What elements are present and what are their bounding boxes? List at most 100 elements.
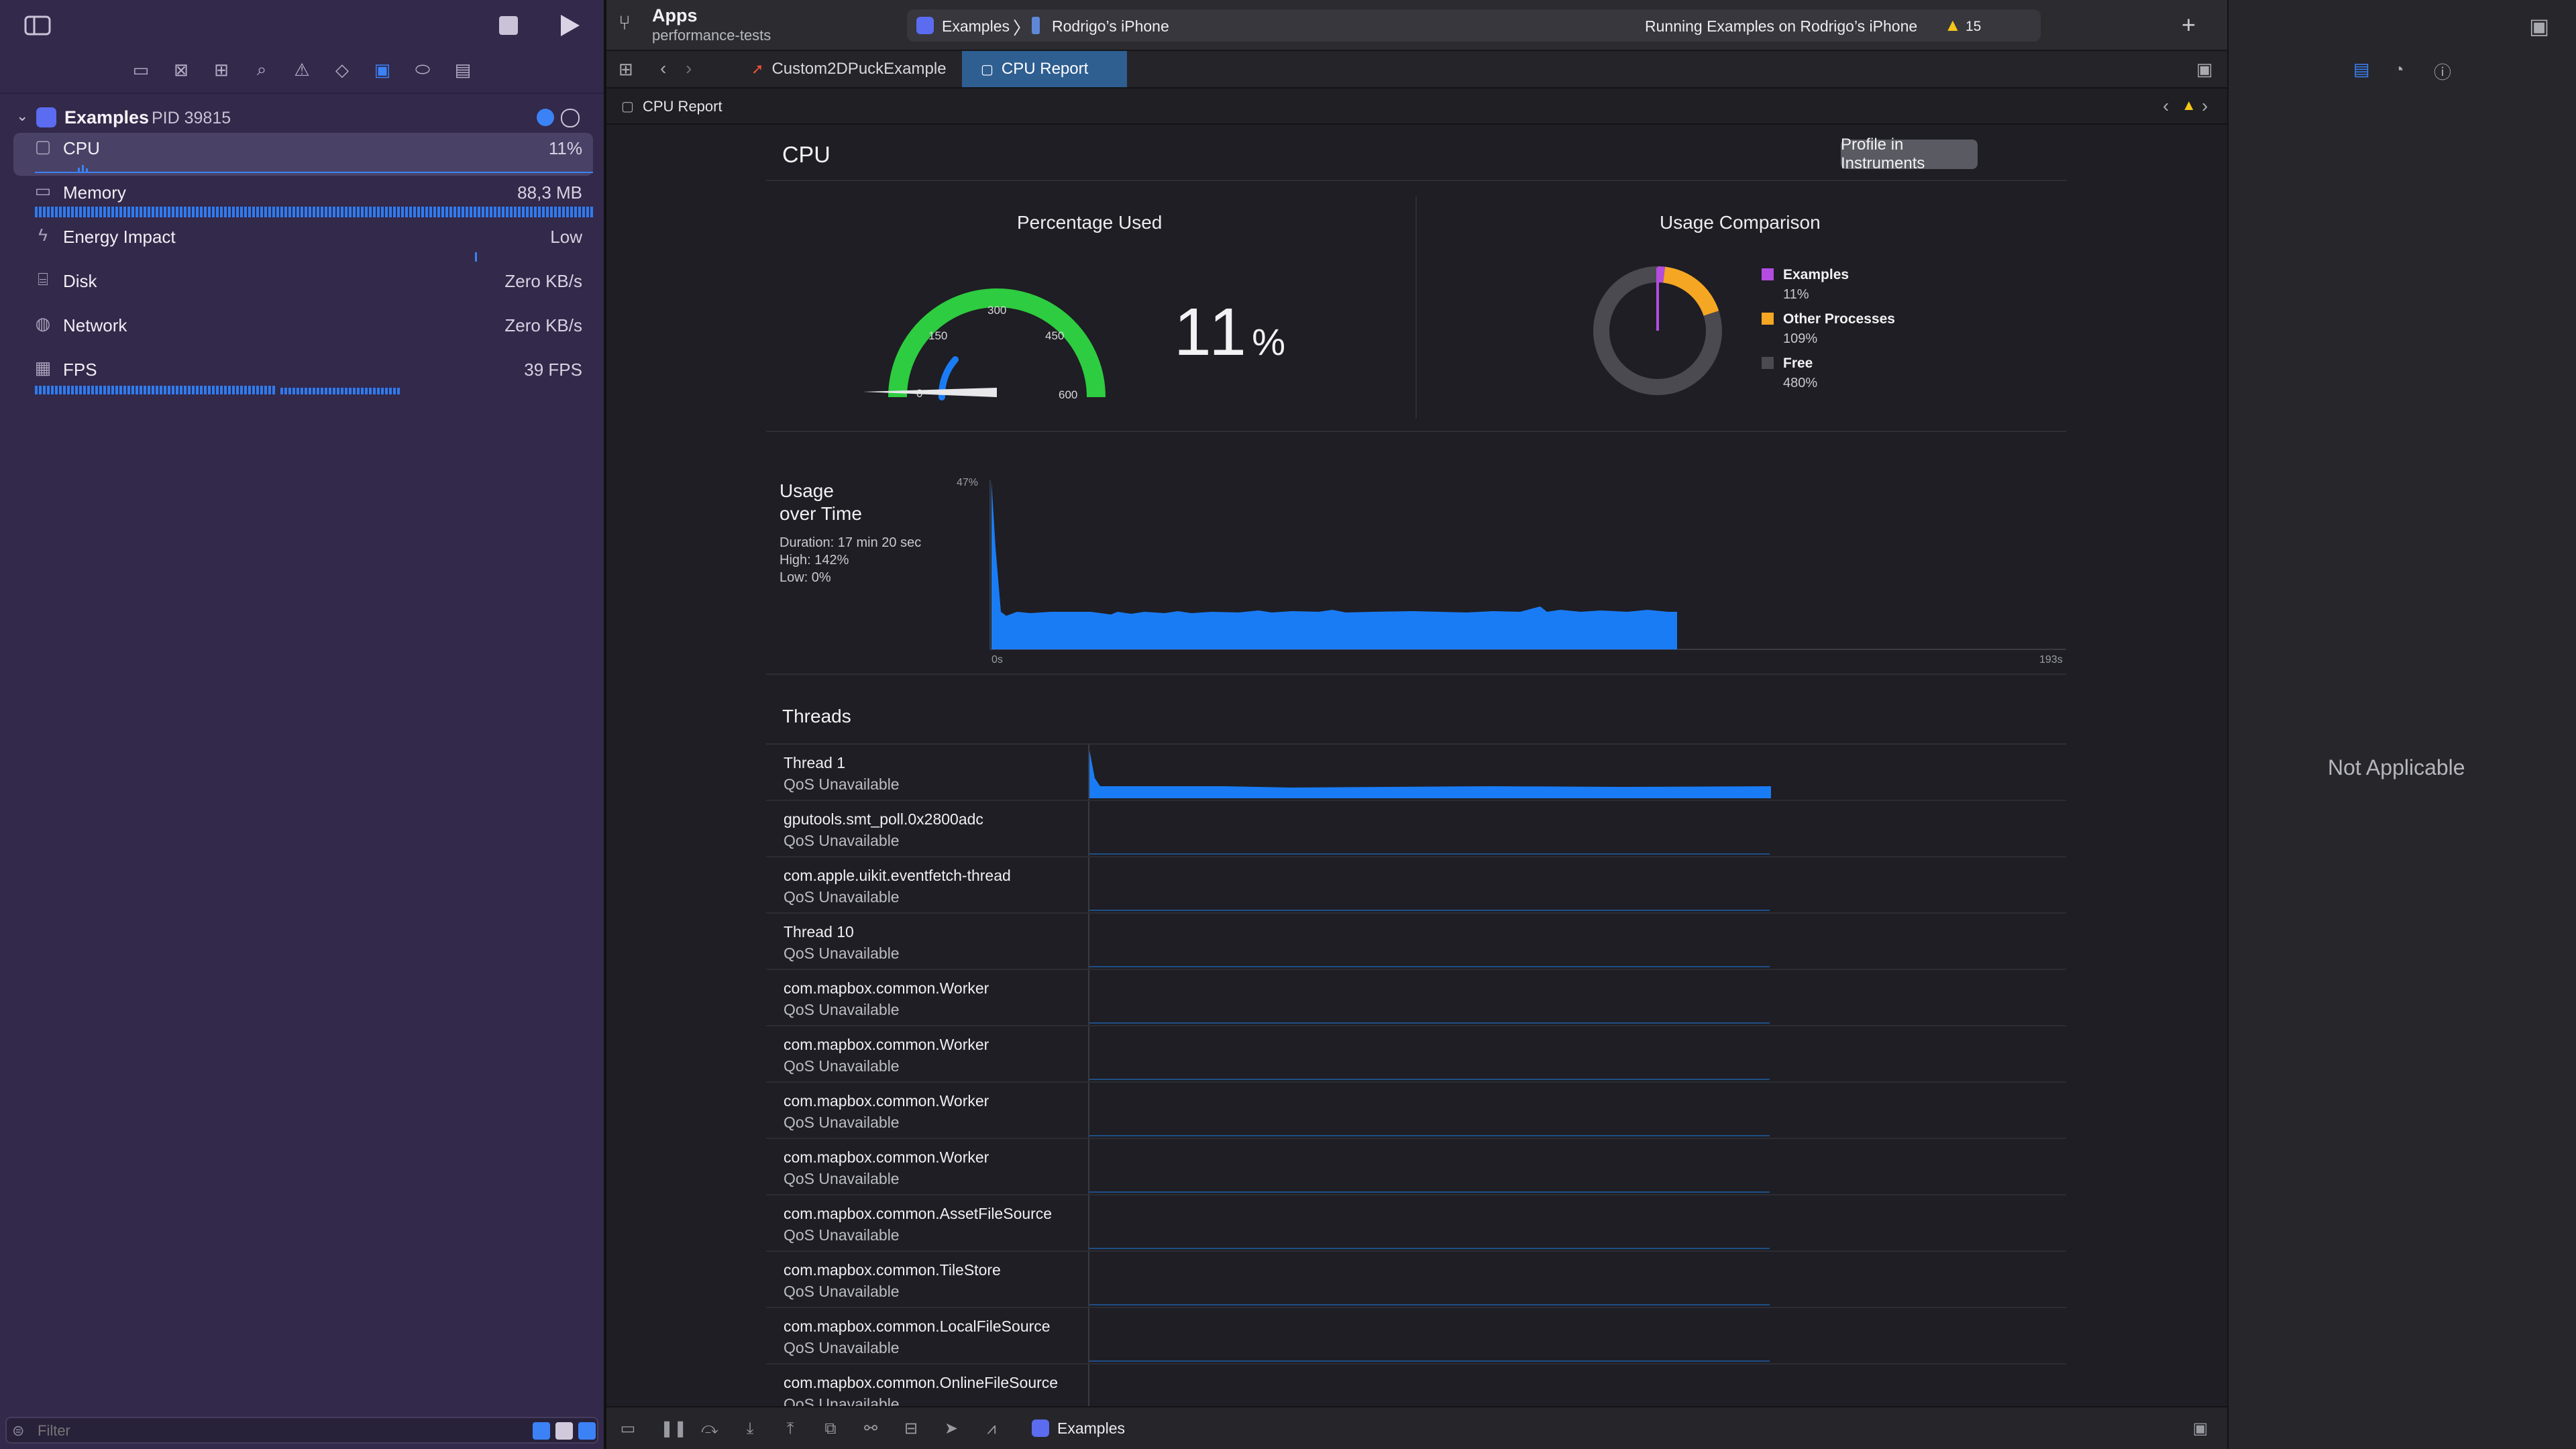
debug-icon[interactable]: ▣ — [374, 59, 391, 80]
editor-options-icon[interactable]: ▣ — [2196, 59, 2213, 79]
cpu-sparkline — [35, 165, 593, 173]
thread-activity-track — [1088, 970, 1089, 1025]
thread-row[interactable]: Thread 1 QoS Unavailable — [766, 745, 2066, 801]
report-icon[interactable]: ▤ — [454, 59, 472, 80]
folder-icon[interactable]: ▭ — [132, 59, 150, 80]
thread-qos: QoS Unavailable — [784, 1114, 900, 1131]
thread-row[interactable]: com.mapbox.common.TileStore QoS Unavailab… — [766, 1252, 2066, 1308]
scheme-selector[interactable]: Examples — [942, 17, 1010, 35]
gauge-cpu[interactable]: ▢ CPU 11% — [13, 133, 593, 176]
report-title: CPU — [782, 142, 830, 168]
sidebar-toggle-icon[interactable] — [24, 15, 51, 36]
debug-process-label[interactable]: Examples — [1057, 1419, 1125, 1437]
filter-icon[interactable]: ⊜ — [12, 1422, 25, 1439]
usage-area — [991, 482, 1677, 649]
pause-circle-icon[interactable] — [561, 109, 580, 127]
info-badge-icon[interactable] — [537, 109, 554, 126]
divider — [766, 180, 2066, 181]
test-icon[interactable]: ◇ — [335, 59, 349, 80]
legend-swatch — [1762, 357, 1774, 369]
add-tab-button[interactable]: + — [2182, 11, 2196, 38]
gauge-name: FPS — [63, 360, 97, 380]
thread-row[interactable]: com.apple.uikit.eventfetch-thread QoS Una… — [766, 857, 2066, 914]
file-inspector-icon[interactable]: ▤ — [2353, 59, 2370, 79]
grid-icon[interactable]: ⊞ — [619, 59, 633, 79]
tab-cpu-report[interactable]: ▢ CPU Report — [962, 51, 1127, 87]
gauge-tick: 150 — [928, 329, 947, 342]
gauge-energy[interactable]: ϟ Energy Impact Low — [13, 221, 593, 264]
stop-icon[interactable] — [499, 16, 518, 35]
legend-swatch — [1762, 313, 1774, 325]
gauge-disk[interactable]: ⌸ Disk Zero KB/s — [13, 266, 593, 309]
gauge-memory[interactable]: ▭ Memory 88,3 MB — [13, 177, 593, 220]
filter-option-icon[interactable] — [533, 1422, 550, 1440]
thread-activity-track — [1088, 1364, 1089, 1406]
thread-row[interactable]: Thread 10 QoS Unavailable — [766, 914, 2066, 970]
percentage-title: Percentage Used — [1017, 212, 1163, 233]
step-out-icon[interactable]: ⤒ — [786, 1419, 794, 1438]
memory-graph-icon[interactable]: ⚯ — [863, 1419, 878, 1438]
thread-row[interactable]: com.mapbox.common.Worker QoS Unavailable — [766, 970, 2066, 1026]
back-icon[interactable]: ‹ — [660, 58, 667, 78]
console-toggle-icon[interactable]: ▣ — [2192, 1419, 2208, 1438]
step-into-icon[interactable]: ⤓ — [746, 1419, 754, 1438]
warning-icon[interactable]: ⚠ — [294, 59, 310, 80]
thread-activity-baseline — [1089, 1079, 1770, 1080]
search-icon[interactable]: ⌕ — [256, 59, 267, 79]
warning-icon[interactable]: ▲ — [1944, 15, 1962, 35]
history-icon[interactable]: ◔ — [2394, 59, 2404, 79]
location-icon[interactable]: ➤ — [944, 1419, 959, 1438]
warning-count[interactable]: 15 — [1966, 19, 1982, 34]
thread-activity-track — [1088, 801, 1089, 856]
profile-in-instruments-button[interactable]: Profile in Instruments — [1841, 136, 1978, 172]
hierarchy-icon[interactable]: ⊞ — [214, 59, 229, 80]
forward-icon[interactable]: › — [686, 58, 692, 78]
breakpoint-icon[interactable]: ⬭ — [415, 59, 431, 79]
warning-icon[interactable]: ▲ — [2182, 97, 2196, 113]
tab-custom2dpuck[interactable]: ➚ Custom2DPuckExample — [733, 51, 953, 87]
thread-row[interactable]: com.mapbox.common.Worker QoS Unavailable — [766, 1139, 2066, 1195]
thread-row[interactable]: com.mapbox.common.AssetFileSource QoS Una… — [766, 1195, 2066, 1252]
inspector-toggle-icon[interactable]: ▣ — [2529, 14, 2550, 38]
thread-row[interactable]: com.mapbox.common.OnlineFileSource QoS Un… — [766, 1364, 2066, 1406]
filter-input[interactable] — [36, 1421, 508, 1441]
chevron-down-icon[interactable]: ⌄ — [16, 107, 29, 124]
metal-icon[interactable]: ⩘ — [987, 1419, 996, 1438]
run-icon[interactable] — [558, 13, 581, 38]
jumpbar-label[interactable]: CPU Report — [643, 98, 722, 115]
disk-icon: ⌸ — [38, 269, 48, 289]
inspector-panel: ▣ ▤ ◔ ⓘ Not Applicable — [2227, 0, 2576, 1449]
help-icon[interactable]: ⓘ — [2434, 62, 2452, 83]
thread-name: gputools.smt_poll.0x2800adc — [784, 810, 983, 828]
thread-qos: QoS Unavailable — [784, 1001, 900, 1018]
gauge-needle — [863, 388, 997, 397]
percentage-readout: 11 % — [1174, 294, 1285, 371]
filter-option-icon[interactable] — [578, 1422, 596, 1440]
filter-option-icon[interactable] — [555, 1422, 573, 1440]
x-axis-end: 193s — [2039, 654, 2063, 665]
comparison-title: Usage Comparison — [1660, 212, 1821, 233]
environment-overrides-icon[interactable]: ⊟ — [904, 1419, 918, 1438]
thread-row[interactable]: com.mapbox.common.Worker QoS Unavailable — [766, 1083, 2066, 1139]
gauge-fps[interactable]: ▦ FPS 39 FPS — [13, 354, 593, 397]
source-control-icon[interactable]: ⊠ — [174, 59, 189, 80]
previous-issue-icon[interactable]: ‹ — [2163, 95, 2169, 116]
project-name[interactable]: Apps — [652, 5, 698, 25]
pause-icon[interactable]: ❚❚ — [660, 1419, 688, 1438]
thread-row[interactable]: com.mapbox.common.Worker QoS Unavailable — [766, 1026, 2066, 1083]
gauge-network[interactable]: ◍ Network Zero KB/s — [13, 310, 593, 353]
process-row[interactable]: ⌄ Examples PID 39815 — [16, 106, 593, 130]
step-over-icon[interactable]: ⤼ — [701, 1419, 718, 1438]
view-hierarchy-icon[interactable]: ⧉ — [824, 1419, 837, 1438]
thread-row[interactable]: gputools.smt_poll.0x2800adc QoS Unavailab… — [766, 801, 2066, 857]
gauge-value: 11% — [548, 138, 582, 158]
usage-duration: Duration: 17 min 20 sec — [780, 535, 922, 550]
bolt-icon: ϟ — [38, 225, 48, 245]
thread-qos: QoS Unavailable — [784, 1057, 900, 1075]
next-issue-icon[interactable]: › — [2202, 95, 2208, 116]
branch-name[interactable]: performance-tests — [652, 27, 771, 44]
thread-name: com.mapbox.common.Worker — [784, 1092, 989, 1110]
destination-selector[interactable]: Rodrigo’s iPhone — [1052, 17, 1169, 35]
thread-row[interactable]: com.mapbox.common.LocalFileSource QoS Una… — [766, 1308, 2066, 1364]
hide-debug-area-icon[interactable]: ▭ — [620, 1419, 636, 1438]
